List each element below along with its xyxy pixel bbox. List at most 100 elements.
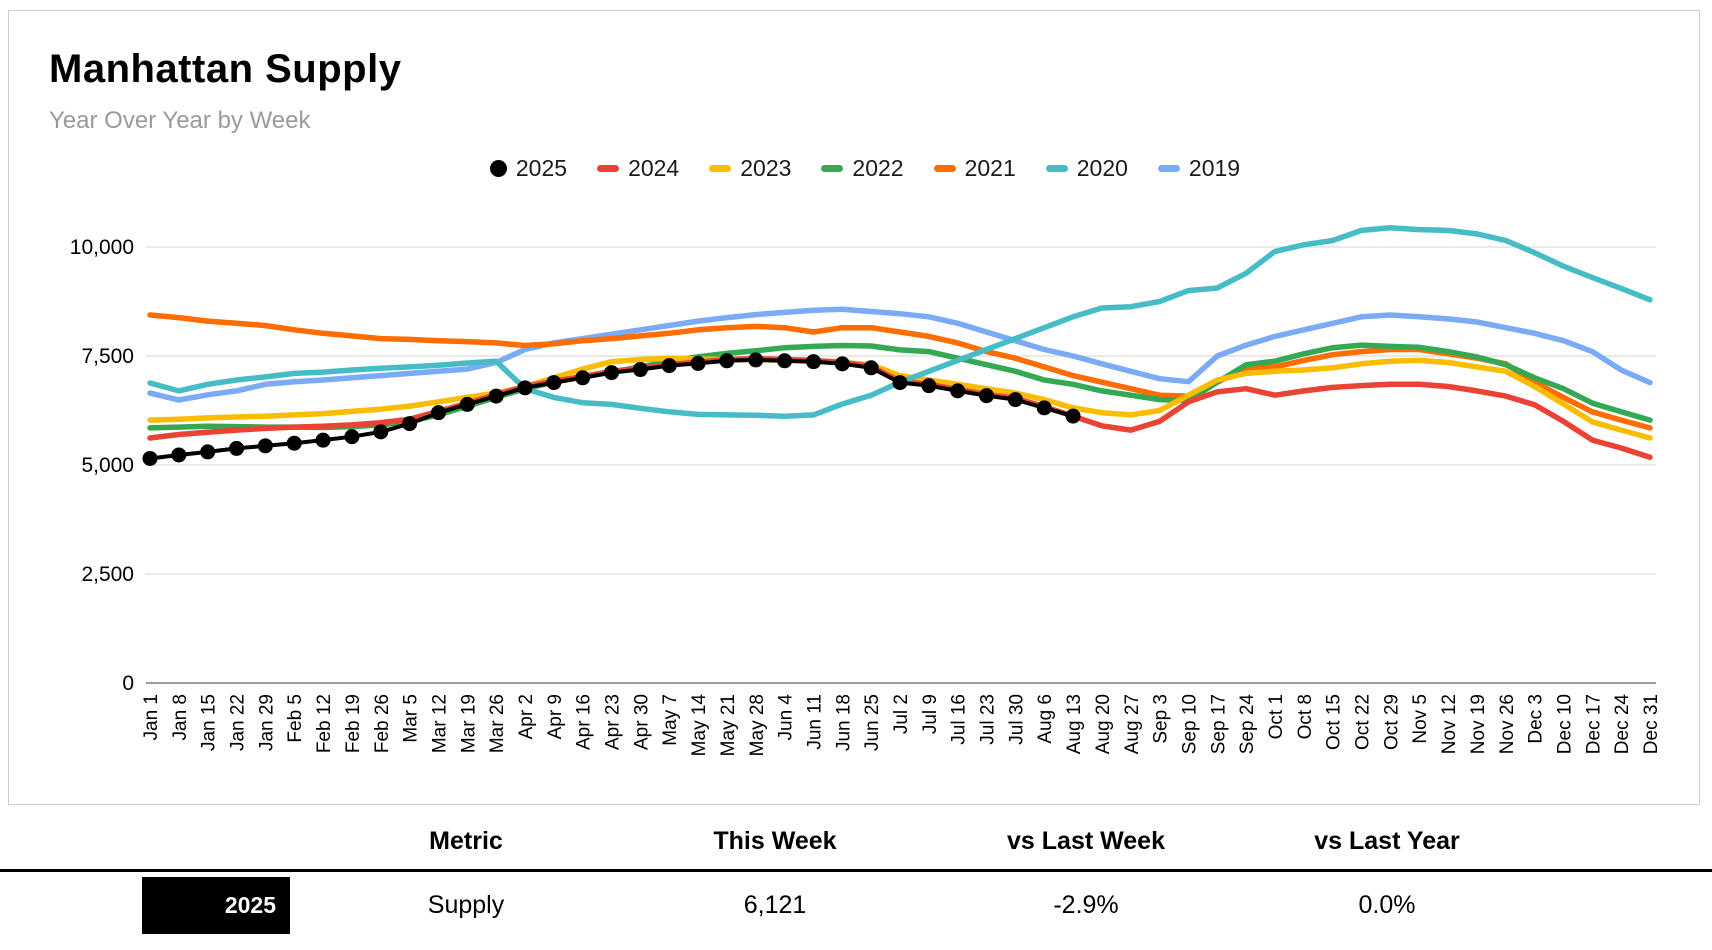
series-point-2025 [863, 360, 879, 376]
x-axis-tick-label: May 28 [747, 694, 768, 756]
x-axis-tick-label: Feb 5 [285, 694, 306, 743]
legend-item-2019: 2019 [1157, 155, 1240, 182]
x-axis-tick-label: Oct 8 [1295, 694, 1316, 739]
legend-circle-swatch-icon [489, 160, 507, 177]
legend-dash-swatch-icon [709, 165, 732, 172]
series-point-2025 [979, 388, 995, 404]
series-point-2025 [1007, 392, 1023, 408]
series-point-2025 [229, 440, 245, 456]
x-axis-tick-label: May 21 [718, 694, 739, 756]
x-axis-tick-label: Sep 24 [1237, 694, 1258, 755]
legend-label: 2021 [964, 155, 1016, 181]
x-axis-tick-label: Mar 19 [458, 694, 479, 753]
legend-item-2021: 2021 [933, 155, 1016, 182]
legend-label: 2024 [628, 155, 680, 181]
x-axis-tick-label: Jul 16 [949, 694, 970, 745]
x-axis-tick-label: Dec 10 [1554, 694, 1575, 754]
x-axis-tick-label: Jun 4 [776, 694, 797, 741]
x-axis-tick-label: Jun 25 [862, 694, 883, 751]
row-year-label: 2025 [224, 892, 276, 918]
chart-subtitle: Year Over Year by Week [49, 107, 311, 134]
y-axis-tick-label: 10,000 [70, 236, 134, 259]
x-axis-tick-label: Jul 2 [891, 694, 912, 734]
x-axis-tick-label: Feb 12 [314, 694, 335, 753]
series-point-2025 [777, 353, 793, 369]
x-axis-tick-label: Apr 9 [545, 694, 566, 739]
x-axis-tick-label: Nov 12 [1439, 694, 1460, 754]
legend-item-2024: 2024 [597, 155, 679, 182]
chart-legend: 2025 2024 2023 2022 2021 2020 2019 [9, 155, 1712, 182]
chart-title: Manhattan Supply [49, 47, 402, 91]
series-point-2025 [632, 362, 648, 378]
series-point-2025 [805, 354, 821, 370]
legend-label: 2023 [740, 155, 792, 181]
x-axis-tick-label: Sep 17 [1208, 694, 1229, 754]
series-point-2025 [171, 447, 187, 463]
x-axis-tick-label: Apr 30 [631, 694, 652, 750]
series-point-2025 [344, 429, 360, 445]
x-axis-tick-label: Oct 22 [1353, 694, 1374, 750]
legend-dash-swatch-icon [1157, 165, 1180, 172]
series-point-2025 [142, 450, 158, 466]
x-axis-tick-label: May 7 [660, 694, 681, 746]
summary-table: Metric This Week vs Last Week vs Last Ye… [0, 805, 1712, 950]
series-point-2025 [719, 353, 735, 369]
col-header-this-week: This Week [713, 827, 837, 855]
x-axis-tick-label: Oct 15 [1324, 694, 1345, 750]
series-point-2025 [834, 356, 850, 372]
cell-vs-last-year: 0.0% [1358, 891, 1416, 919]
col-header-vs-last-year: vs Last Year [1314, 827, 1460, 855]
x-axis-tick-label: Mar 5 [401, 694, 422, 743]
col-header-vs-last-week: vs Last Week [1007, 827, 1165, 855]
x-axis-tick-label: Aug 27 [1122, 694, 1143, 754]
series-point-2025 [373, 424, 389, 440]
x-axis-tick-label: Apr 23 [603, 694, 624, 750]
x-axis-tick-label: Jun 18 [833, 694, 854, 751]
x-axis-tick-label: Feb 26 [372, 694, 393, 753]
x-axis-tick-label: Jan 8 [170, 694, 191, 740]
series-line-2019 [147, 306, 1653, 403]
x-axis-tick-label: Jan 29 [256, 694, 277, 751]
legend-dash-swatch-icon [597, 165, 620, 172]
legend-item-2025: 2025 [489, 155, 567, 182]
x-axis-tick-label: Aug 20 [1093, 694, 1114, 754]
cell-metric: Supply [427, 891, 505, 919]
supply-line-chart: 0 2,500 5,000 7,500 10,000 Jan 1 Jan 8 Jan 15 Ja… [70, 225, 1662, 756]
x-axis-tick-label: Oct 29 [1381, 694, 1402, 750]
x-axis-tick-label: Jul 23 [978, 694, 999, 745]
series-point-2025 [286, 435, 302, 451]
series-point-2025 [257, 438, 273, 454]
series-point-2025 [546, 375, 562, 391]
series-point-2025 [690, 355, 706, 371]
series-point-2025 [402, 416, 418, 432]
x-axis-tick-label: Apr 16 [574, 694, 595, 750]
series-point-2025 [921, 378, 937, 394]
x-axis-tick-label: Sep 3 [1151, 694, 1172, 744]
series-point-2025 [200, 444, 216, 460]
legend-item-2022: 2022 [821, 155, 904, 182]
legend-item-2020: 2020 [1045, 155, 1128, 182]
series-point-2025 [459, 396, 475, 412]
x-axis-tick-label: Jan 1 [141, 694, 162, 740]
legend-dash-swatch-icon [933, 165, 956, 172]
legend-dash-swatch-icon [1045, 165, 1068, 172]
series-point-2025 [892, 375, 908, 391]
chart-card: Manhattan Supply Year Over Year by Week … [8, 10, 1700, 805]
x-axis-tick-label: Aug 13 [1064, 694, 1085, 754]
series-point-2025 [315, 432, 331, 448]
cell-this-week: 6,121 [743, 891, 807, 919]
row-year-badge: 2025 [142, 877, 290, 934]
x-axis-tick-label: Jun 11 [804, 694, 825, 750]
series-point-2025 [950, 383, 966, 399]
legend-label: 2022 [852, 155, 904, 181]
x-axis-tick-label: Nov 19 [1468, 694, 1489, 754]
x-axis-tick-label: Oct 1 [1266, 694, 1287, 739]
y-axis-tick-label: 0 [122, 672, 134, 695]
x-axis-tick-label: Feb 19 [343, 694, 364, 753]
x-axis-tick-label: Jan 22 [228, 694, 249, 751]
x-axis-tick-label: Nov 5 [1410, 694, 1431, 744]
x-axis-tick-label: Dec 3 [1526, 694, 1547, 744]
legend-label: 2020 [1076, 155, 1128, 181]
x-axis-tick-label: Mar 26 [487, 694, 508, 753]
